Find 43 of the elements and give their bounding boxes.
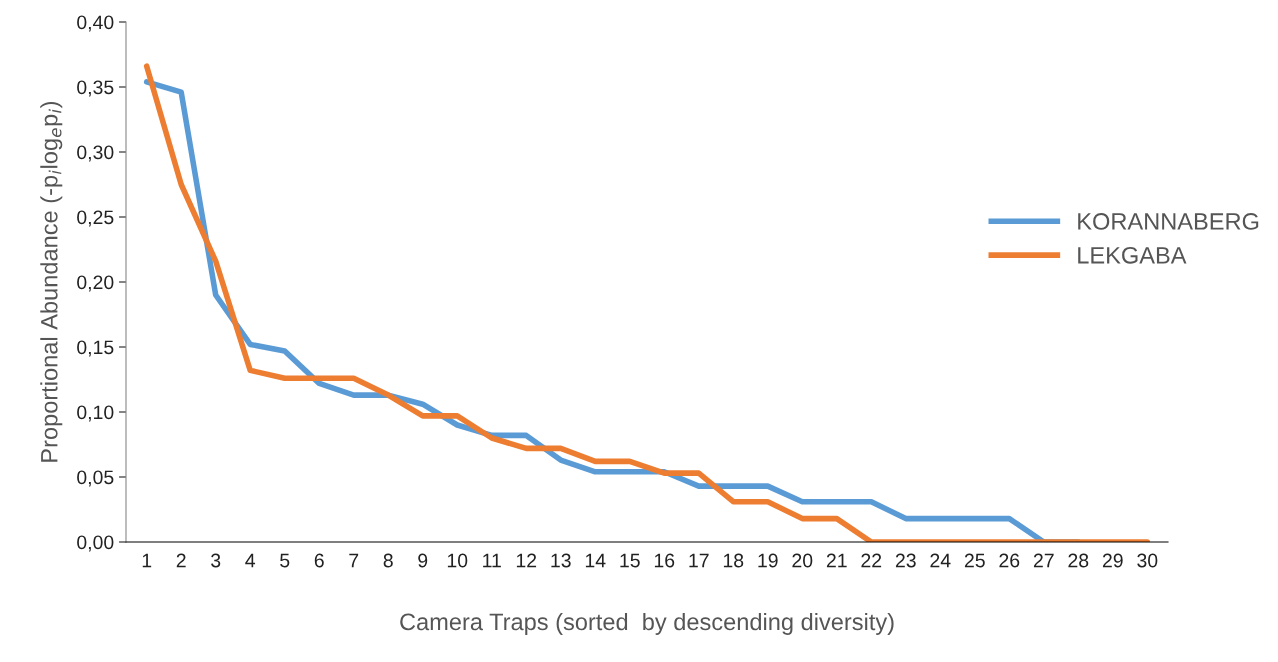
y-tick-label: 0,25: [77, 210, 114, 227]
x-tick-label: 7: [349, 553, 359, 568]
x-tick-label: 15: [620, 553, 640, 568]
x-tick-label: 20: [792, 553, 813, 568]
x-tick-label: 1: [142, 553, 152, 568]
x-axis-title: Camera Traps (sorted by descending diversity): [400, 612, 894, 635]
y-tick-label: 0,40: [77, 15, 114, 32]
x-tick-label: 3: [211, 553, 221, 568]
x-tick-label: 25: [964, 553, 985, 568]
x-tick-label: 14: [585, 553, 606, 568]
x-tick-label: 16: [654, 553, 675, 568]
x-tick-label: 18: [723, 553, 744, 568]
x-tick-label: 5: [280, 553, 290, 568]
x-tick-label: 6: [314, 553, 324, 568]
x-tick-label: 9: [418, 553, 428, 568]
x-tick-label: 30: [1137, 553, 1158, 568]
x-tick-label: 29: [1102, 553, 1123, 568]
y-tick-label: 0,30: [77, 145, 114, 162]
x-tick-label: 11: [483, 553, 501, 568]
x-tick-label: 13: [551, 553, 571, 568]
x-tick-label: 8: [383, 553, 393, 568]
x-tick-label: 12: [516, 553, 537, 568]
y-tick-label: 0,00: [77, 535, 114, 552]
x-tick-label: 19: [758, 553, 778, 568]
x-tick-label: 28: [1068, 553, 1089, 568]
x-tick-label: 2: [176, 553, 186, 568]
x-tick-label: 21: [826, 553, 847, 568]
y-tick-label: 0,20: [77, 275, 114, 292]
x-tick-label: 23: [895, 553, 916, 568]
y-tick-label: 0,10: [77, 405, 114, 422]
x-tick-label: 27: [1033, 553, 1054, 568]
x-tick-label: 17: [689, 553, 709, 568]
legend-label: KORANNABERG: [1078, 213, 1259, 230]
x-tick-label: 22: [861, 553, 882, 568]
x-tick-label: 4: [245, 553, 256, 568]
x-tick-label: 26: [999, 553, 1020, 568]
y-axis-title: Proportional Abundance (-p$_{i}$log$_{e}$p$_{i}$): [40, 101, 63, 462]
y-tick-label: 0,15: [77, 340, 114, 357]
x-tick-label: 10: [447, 553, 468, 568]
x-tick-label: 24: [930, 553, 951, 568]
legend-label: LEKGABA: [1078, 246, 1187, 264]
y-tick-label: 0,05: [77, 470, 114, 487]
y-tick-label: 0,35: [77, 80, 114, 97]
